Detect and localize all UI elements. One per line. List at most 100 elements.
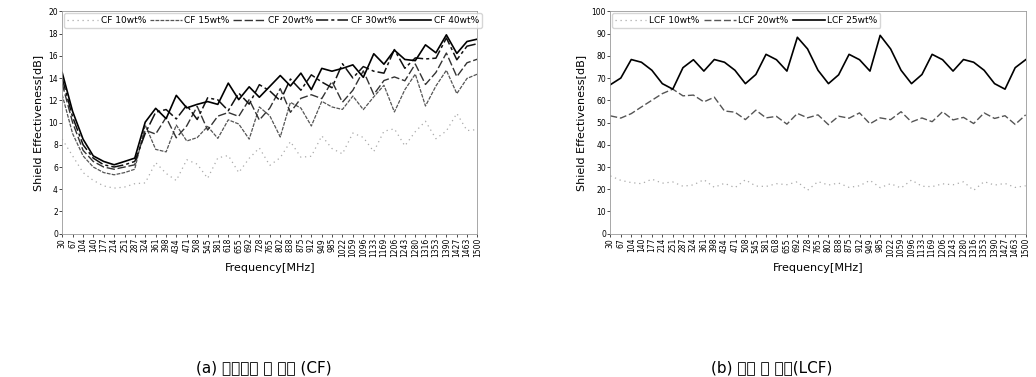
CF 20wt% [430, 70, 442, 75]
CF 40wt% [316, 66, 328, 70]
LCF 10wt% [635, 181, 648, 186]
LCF 20wt% [864, 121, 876, 126]
LCF 20wt% [781, 122, 794, 126]
CF 15wt% [180, 139, 193, 143]
LCF 25wt% [937, 57, 949, 62]
CF 20wt% [149, 132, 162, 136]
LCF 25wt% [645, 68, 658, 72]
CF 15wt% [66, 132, 79, 136]
CF 20wt% [409, 62, 422, 66]
Legend: CF 10wt%, CF 15wt%, CF 20wt%, CF 30wt%, CF 40wt%: CF 10wt%, CF 15wt%, CF 20wt%, CF 30wt%, … [64, 13, 482, 28]
CF 15wt% [420, 104, 432, 108]
LCF 20wt% [895, 109, 908, 114]
CF 15wt% [316, 99, 328, 104]
LCF 10wt% [604, 174, 616, 178]
CF 15wt% [222, 118, 234, 122]
CF 10wt% [263, 163, 276, 168]
CF 10wt% [461, 128, 473, 133]
CF 15wt% [409, 72, 422, 77]
CF 15wt% [284, 100, 296, 105]
CF 40wt% [337, 66, 349, 70]
LCF 25wt% [666, 87, 679, 92]
CF 30wt% [420, 57, 432, 61]
CF 20wt% [253, 118, 265, 122]
CF 30wt% [222, 109, 234, 113]
CF 20wt% [440, 51, 453, 55]
LCF 20wt% [770, 114, 782, 119]
CF 15wt% [128, 167, 141, 172]
CF 20wt% [201, 128, 213, 132]
LCF 25wt% [999, 87, 1011, 92]
CF 20wt% [451, 74, 463, 79]
LCF 20wt% [957, 115, 970, 120]
LCF 25wt% [1009, 66, 1021, 70]
LCF 25wt% [750, 72, 762, 77]
LCF 10wt% [937, 182, 949, 186]
LCF 20wt% [916, 116, 928, 120]
CF 10wt% [87, 178, 99, 182]
LCF 20wt% [926, 120, 939, 124]
CF 15wt% [337, 107, 349, 112]
LCF 20wt% [635, 105, 648, 109]
CF 20wt% [368, 92, 380, 97]
LCF 20wt% [750, 108, 762, 112]
LCF 25wt% [947, 69, 959, 74]
LCF 20wt% [656, 91, 668, 96]
CF 10wt% [66, 154, 79, 158]
LCF 10wt% [957, 179, 970, 184]
CF 15wt% [191, 135, 203, 140]
LCF 10wt% [988, 183, 1001, 187]
CF 20wt% [97, 165, 110, 169]
CF 30wt% [108, 165, 120, 169]
CF 10wt% [388, 127, 401, 131]
CF 40wt% [430, 51, 442, 55]
LCF 20wt% [843, 116, 856, 121]
CF 40wt% [180, 106, 193, 110]
LCF 20wt% [947, 118, 959, 122]
LCF 20wt% [885, 117, 897, 122]
LCF 10wt% [905, 178, 918, 182]
CF 30wt% [170, 116, 182, 121]
CF 30wt% [347, 76, 359, 80]
Legend: LCF 10wt%, LCF 20wt%, LCF 25wt%: LCF 10wt%, LCF 20wt%, LCF 25wt% [612, 13, 881, 28]
LCF 10wt% [656, 181, 668, 185]
CF 30wt% [243, 102, 256, 106]
LCF 20wt% [677, 93, 689, 98]
CF 15wt% [160, 150, 172, 154]
CF 10wt% [139, 181, 151, 185]
LCF 25wt% [687, 57, 699, 62]
LCF 10wt% [770, 181, 782, 186]
CF 20wt% [294, 96, 307, 101]
Y-axis label: Shield Effectiveness[dB]: Shield Effectiveness[dB] [33, 54, 42, 191]
CF 30wt% [337, 61, 349, 66]
CF 20wt% [337, 100, 349, 104]
LCF 20wt% [801, 115, 813, 120]
CF 30wt% [378, 71, 391, 75]
LCF 20wt% [739, 117, 751, 122]
CF 20wt% [347, 88, 359, 92]
LCF 25wt% [781, 69, 794, 74]
LCF 10wt% [801, 188, 813, 193]
CF 30wt% [409, 56, 422, 60]
CF 30wt% [399, 66, 411, 70]
CF 10wt% [160, 171, 172, 176]
CF 40wt% [451, 51, 463, 56]
CF 15wt% [149, 147, 162, 152]
CF 40wt% [77, 137, 89, 141]
CF 30wt% [77, 143, 89, 147]
CF 40wt% [139, 120, 151, 124]
CF 40wt% [66, 109, 79, 114]
CF 15wt% [108, 173, 120, 177]
Line: LCF 25wt%: LCF 25wt% [610, 35, 1026, 89]
CF 40wt% [87, 154, 99, 158]
CF 20wt% [232, 114, 244, 119]
CF 30wt% [284, 77, 296, 81]
CF 40wt% [471, 37, 484, 41]
CF 10wt% [149, 160, 162, 165]
CF 30wt% [325, 86, 338, 90]
LCF 10wt% [697, 178, 710, 182]
CF 30wt% [97, 162, 110, 167]
CF 10wt% [56, 137, 68, 141]
X-axis label: Frequency[MHz]: Frequency[MHz] [773, 263, 863, 273]
CF 10wt% [337, 152, 349, 156]
